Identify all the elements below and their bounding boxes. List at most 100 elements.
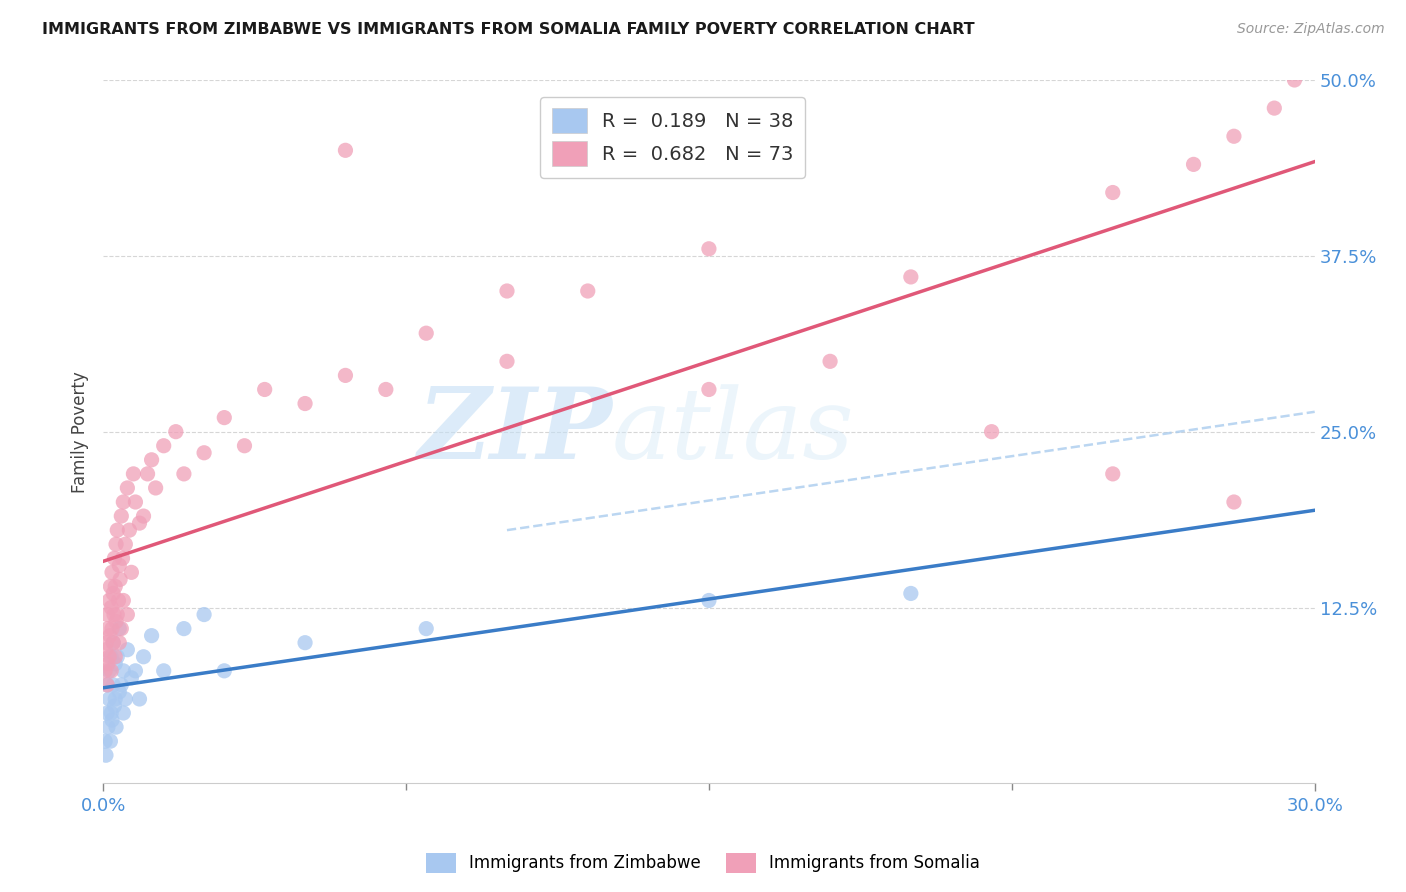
Point xyxy=(108,573,131,587)
Point xyxy=(94,748,117,763)
Point xyxy=(496,284,519,298)
Point xyxy=(94,734,117,748)
Point xyxy=(415,326,437,341)
Point xyxy=(100,600,122,615)
Point xyxy=(818,354,841,368)
Point xyxy=(214,410,236,425)
Point xyxy=(1223,495,1246,509)
Point xyxy=(104,692,127,706)
Point xyxy=(100,706,122,720)
Point xyxy=(128,516,150,530)
Point xyxy=(100,649,122,664)
Point xyxy=(124,664,146,678)
Point xyxy=(980,425,1002,439)
Point xyxy=(152,664,174,678)
Point xyxy=(141,629,163,643)
Point xyxy=(103,551,125,566)
Point xyxy=(152,439,174,453)
Text: IMMIGRANTS FROM ZIMBABWE VS IMMIGRANTS FROM SOMALIA FAMILY POVERTY CORRELATION C: IMMIGRANTS FROM ZIMBABWE VS IMMIGRANTS F… xyxy=(42,22,974,37)
Point xyxy=(105,607,128,622)
Point xyxy=(214,664,236,678)
Point xyxy=(193,446,215,460)
Point xyxy=(193,607,215,622)
Point xyxy=(120,566,142,580)
Point xyxy=(100,734,122,748)
Y-axis label: Family Poverty: Family Poverty xyxy=(72,371,89,492)
Point xyxy=(120,671,142,685)
Point xyxy=(112,664,135,678)
Point xyxy=(1182,157,1205,171)
Point xyxy=(173,622,195,636)
Point xyxy=(136,467,159,481)
Point xyxy=(98,664,121,678)
Point xyxy=(105,649,128,664)
Point xyxy=(105,615,128,629)
Point xyxy=(98,629,121,643)
Point xyxy=(96,706,118,720)
Point xyxy=(335,368,357,383)
Point xyxy=(117,481,139,495)
Point xyxy=(117,607,139,622)
Point xyxy=(97,720,120,734)
Point xyxy=(104,579,127,593)
Point xyxy=(132,509,155,524)
Point xyxy=(100,579,122,593)
Point xyxy=(105,537,128,551)
Point xyxy=(294,396,316,410)
Point xyxy=(110,509,132,524)
Text: atlas: atlas xyxy=(612,384,855,479)
Point xyxy=(114,537,136,551)
Text: Source: ZipAtlas.com: Source: ZipAtlas.com xyxy=(1237,22,1385,37)
Point xyxy=(145,481,167,495)
Point xyxy=(374,383,396,397)
Point xyxy=(108,558,131,573)
Point xyxy=(415,622,437,636)
Point xyxy=(165,425,187,439)
Point xyxy=(108,685,131,699)
Point xyxy=(105,720,128,734)
Point xyxy=(98,692,121,706)
Point xyxy=(96,636,118,650)
Point xyxy=(1284,73,1306,87)
Point xyxy=(98,649,121,664)
Point xyxy=(128,692,150,706)
Point xyxy=(101,622,124,636)
Point xyxy=(103,636,125,650)
Point xyxy=(96,678,118,692)
Point xyxy=(576,284,599,298)
Point xyxy=(697,242,720,256)
Point xyxy=(105,523,128,537)
Point xyxy=(108,636,131,650)
Point xyxy=(101,566,124,580)
Point xyxy=(141,452,163,467)
Point xyxy=(294,636,316,650)
Point xyxy=(103,586,125,600)
Point xyxy=(110,678,132,692)
Point xyxy=(112,706,135,720)
Point xyxy=(697,593,720,607)
Point xyxy=(98,593,121,607)
Legend: Immigrants from Zimbabwe, Immigrants from Somalia: Immigrants from Zimbabwe, Immigrants fro… xyxy=(419,847,987,880)
Point xyxy=(173,467,195,481)
Legend: R =  0.189   N = 38, R =  0.682   N = 73: R = 0.189 N = 38, R = 0.682 N = 73 xyxy=(540,96,806,178)
Point xyxy=(103,607,125,622)
Point xyxy=(253,383,276,397)
Point xyxy=(1223,129,1246,144)
Point xyxy=(233,439,256,453)
Point xyxy=(1263,101,1285,115)
Point xyxy=(122,467,145,481)
Point xyxy=(110,622,132,636)
Point xyxy=(103,678,125,692)
Point xyxy=(104,657,127,671)
Point xyxy=(97,622,120,636)
Point xyxy=(96,678,118,692)
Point xyxy=(900,586,922,600)
Point xyxy=(124,495,146,509)
Point xyxy=(114,692,136,706)
Point xyxy=(97,657,120,671)
Point xyxy=(1101,186,1123,200)
Point xyxy=(112,495,135,509)
Point xyxy=(111,551,134,566)
Point xyxy=(100,664,122,678)
Point xyxy=(96,607,118,622)
